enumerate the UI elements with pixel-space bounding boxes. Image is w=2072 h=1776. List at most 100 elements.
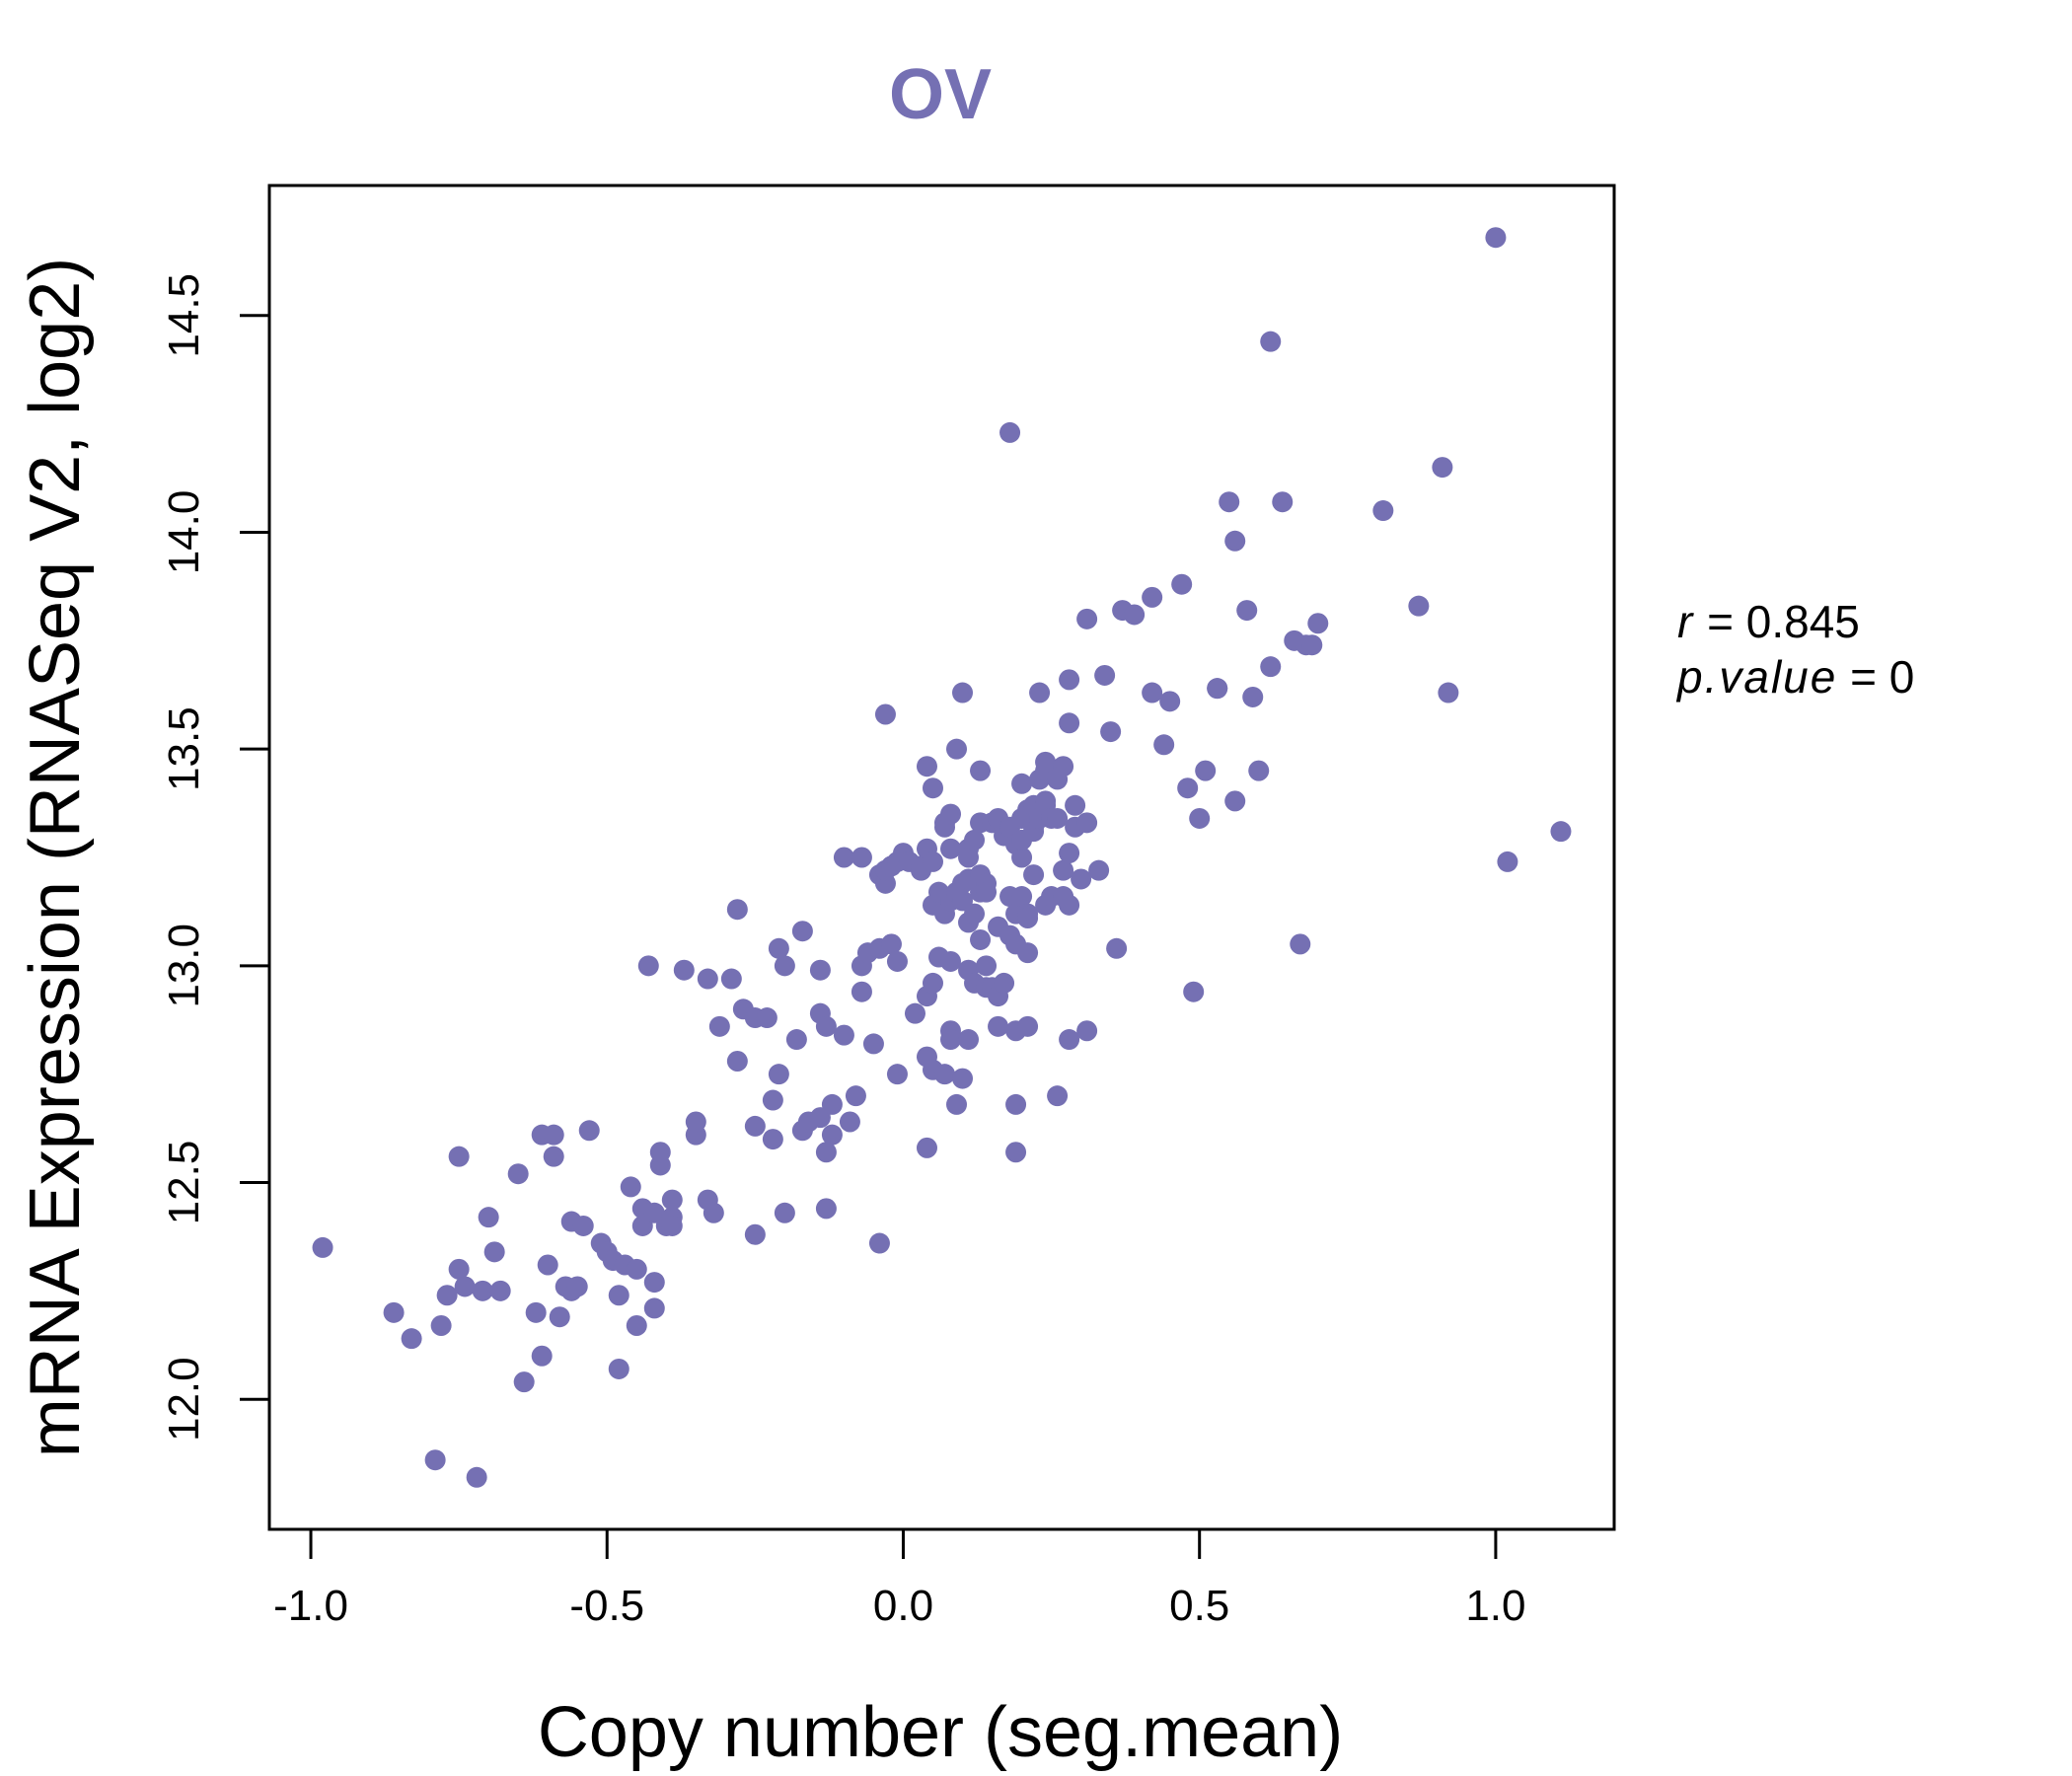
data-point — [1159, 691, 1181, 712]
data-point — [1017, 1015, 1039, 1037]
x-axis-title: Copy number (seg.mean) — [538, 1693, 1343, 1772]
data-point — [537, 1254, 558, 1276]
data-point — [785, 1029, 807, 1051]
data-point — [424, 1449, 446, 1471]
data-points — [312, 227, 1572, 1488]
data-point — [661, 1189, 683, 1211]
data-point — [1005, 1093, 1027, 1115]
data-point — [744, 1223, 766, 1245]
data-point — [472, 1280, 493, 1301]
data-point — [1059, 712, 1080, 734]
data-point — [566, 1276, 588, 1297]
data-point — [483, 1241, 505, 1263]
data-point — [1153, 734, 1175, 756]
data-point — [489, 1280, 511, 1301]
data-point — [620, 1176, 641, 1198]
data-point — [643, 1272, 665, 1294]
y-axis: 12.0 12.5 13.0 13.5 14.0 14.5 — [160, 273, 271, 1442]
data-point — [815, 1015, 837, 1037]
data-point — [549, 1306, 570, 1328]
data-point — [478, 1207, 499, 1228]
data-point — [922, 851, 943, 872]
data-point — [976, 955, 998, 977]
data-point — [1076, 812, 1098, 834]
data-point — [720, 968, 742, 990]
data-point — [312, 1236, 333, 1258]
data-point — [774, 1202, 795, 1223]
data-point — [940, 803, 962, 825]
data-point — [454, 1276, 476, 1297]
data-point — [608, 1358, 629, 1379]
data-point — [862, 1033, 884, 1055]
data-point — [815, 1142, 837, 1163]
data-point — [958, 1029, 980, 1051]
data-point — [1047, 807, 1069, 829]
y-tick-label: 12.5 — [160, 1141, 208, 1225]
data-point — [874, 703, 896, 725]
data-point — [845, 1085, 866, 1107]
data-point — [1485, 227, 1507, 249]
data-point — [952, 682, 974, 703]
data-point — [685, 1111, 706, 1133]
data-point — [1550, 821, 1572, 843]
data-point — [507, 1163, 529, 1185]
data-point — [572, 1215, 594, 1236]
data-point — [1106, 937, 1128, 959]
x-axis: -1.0 -0.5 0.0 0.5 1.0 — [273, 1527, 1525, 1630]
data-point — [726, 1050, 748, 1072]
r-line: r = 0.845 — [1677, 596, 1860, 647]
data-point — [626, 1315, 647, 1337]
p-value: 0 — [1888, 651, 1915, 703]
data-point — [1023, 864, 1045, 886]
data-point — [1207, 678, 1228, 700]
data-point — [1189, 807, 1211, 829]
data-point — [851, 847, 872, 868]
data-point — [543, 1124, 564, 1146]
data-point — [922, 777, 943, 799]
data-point — [401, 1328, 422, 1350]
data-point — [868, 1232, 890, 1254]
data-point — [1059, 843, 1080, 864]
data-point — [448, 1258, 470, 1280]
data-point — [999, 421, 1021, 443]
data-point — [821, 1093, 843, 1115]
data-point — [1236, 600, 1258, 622]
y-tick-label: 13.0 — [160, 924, 208, 1008]
data-point — [1094, 664, 1116, 686]
data-point — [952, 1068, 974, 1089]
data-point — [578, 1120, 600, 1142]
data-point — [1142, 586, 1163, 608]
data-point — [880, 933, 902, 955]
y-tick-label: 14.5 — [160, 273, 208, 358]
data-point — [922, 972, 943, 994]
data-point — [833, 1024, 854, 1046]
data-point — [762, 1089, 783, 1111]
data-point — [1076, 608, 1098, 629]
data-point — [525, 1301, 547, 1323]
data-point — [1195, 760, 1217, 781]
data-point — [1035, 751, 1057, 773]
x-tick-label: 0.0 — [873, 1582, 933, 1630]
r-label: r — [1677, 596, 1695, 647]
data-point — [964, 829, 986, 851]
data-point — [1100, 721, 1122, 743]
x-tick-label: -1.0 — [273, 1582, 348, 1630]
data-point — [1177, 777, 1199, 799]
data-point — [1053, 756, 1074, 777]
data-point — [1224, 530, 1246, 552]
data-point — [1011, 773, 1033, 794]
x-tick-label: 0.5 — [1169, 1582, 1229, 1630]
data-point — [1059, 1029, 1080, 1051]
y-axis-title: mRNA Expression (RNASeq V2, log2) — [16, 258, 95, 1457]
data-point — [649, 1142, 671, 1163]
data-point — [946, 1093, 968, 1115]
p-line: p.value = 0 — [1677, 651, 1915, 703]
data-point — [1088, 859, 1110, 881]
data-point — [1017, 942, 1039, 964]
data-point — [1011, 847, 1033, 868]
data-point — [1248, 760, 1270, 781]
y-tick-label: 14.0 — [160, 490, 208, 575]
data-point — [1290, 933, 1311, 955]
data-point — [513, 1371, 535, 1393]
